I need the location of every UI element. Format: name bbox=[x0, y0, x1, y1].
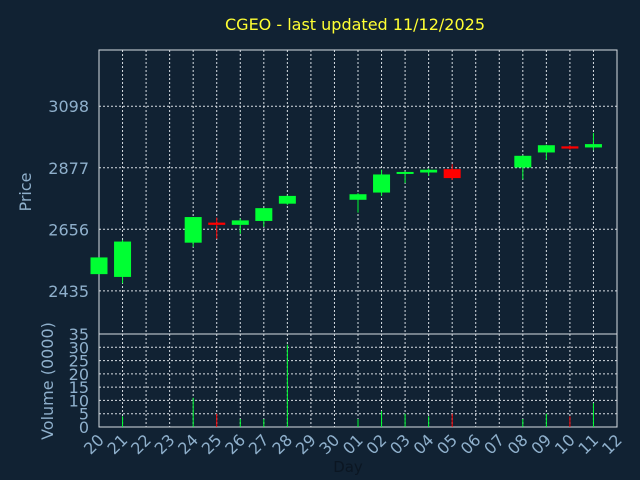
candle-body bbox=[278, 195, 296, 204]
candle-body bbox=[584, 144, 602, 148]
volume-axis-label: Volume (0000) bbox=[38, 322, 57, 440]
candle-body bbox=[561, 146, 579, 149]
volume-tick-label: 5 bbox=[79, 405, 89, 424]
price-tick-label: 3098 bbox=[48, 97, 89, 116]
chart-title: CGEO - last updated 11/12/2025 bbox=[225, 15, 485, 34]
candle-body bbox=[514, 155, 532, 168]
volume-tick-label: 15 bbox=[69, 378, 89, 397]
price-tick-label: 2877 bbox=[48, 159, 89, 178]
candle-body bbox=[396, 171, 414, 174]
candle-body bbox=[208, 222, 226, 225]
candle-body bbox=[255, 208, 273, 221]
candle-body bbox=[373, 174, 391, 193]
price-axis-label: Price bbox=[16, 172, 35, 211]
candle-body bbox=[231, 220, 249, 225]
candle-body bbox=[184, 217, 202, 243]
x-axis-ticks: 2021222324252627282930010203040506070809… bbox=[80, 430, 626, 458]
price-tick-label: 2656 bbox=[48, 220, 89, 239]
x-tick-label: 12 bbox=[598, 430, 626, 458]
x-axis-label: Day bbox=[333, 458, 363, 476]
candle-body bbox=[420, 169, 438, 173]
volume-tick-label: 25 bbox=[69, 352, 89, 371]
candle-body bbox=[349, 194, 367, 200]
candle-body bbox=[537, 145, 555, 153]
candle-body bbox=[443, 169, 461, 179]
candle-body bbox=[114, 241, 132, 277]
price-panel: 2435 2656 2877 3098 bbox=[48, 49, 618, 335]
volume-tick-label: 10 bbox=[69, 391, 89, 410]
volume-tick-label: 20 bbox=[69, 365, 89, 384]
volume-tick-label: 30 bbox=[69, 338, 89, 357]
volume-tick-label: 0 bbox=[79, 418, 89, 437]
price-tick-label: 2435 bbox=[48, 282, 89, 301]
volume-tick-label: 35 bbox=[69, 325, 89, 344]
candle-body bbox=[90, 257, 108, 275]
